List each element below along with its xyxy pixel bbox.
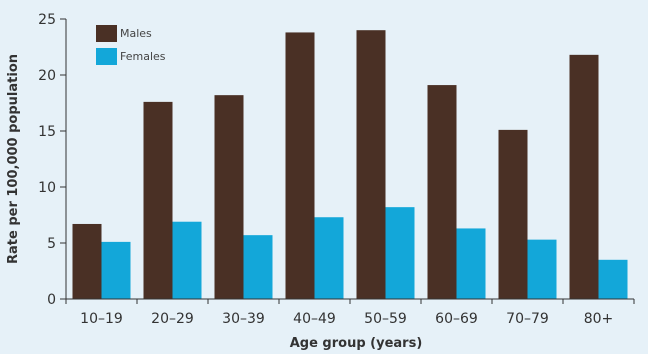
bar-males-6 [427, 85, 457, 299]
bar-males-4 [285, 32, 315, 299]
bar-males-2 [143, 101, 173, 299]
x-tick-label: 10–19 [80, 311, 123, 327]
bar-females-8 [598, 259, 628, 299]
x-ticks-group: 10–19 20–29 30–39 40–49 50–59 60–69 70–79 80+ [65, 299, 635, 327]
legend-swatch-males [96, 25, 117, 42]
legend-label-males: Males [120, 27, 152, 40]
bar-females-7 [527, 239, 557, 299]
y-tick-label: 15 [38, 124, 56, 140]
bar-males-5 [356, 30, 386, 299]
x-tick-label: 50–59 [364, 311, 407, 327]
x-tick-label: 20–29 [151, 311, 194, 327]
y-axis-title: Rate per 100,000 population [6, 54, 21, 264]
y-tick-label: 25 [38, 12, 56, 28]
y-tick-label: 5 [47, 236, 56, 252]
bars-group [72, 30, 628, 300]
x-tick-label: 70–79 [506, 311, 549, 327]
legend-swatch-females [96, 48, 117, 65]
x-tick-label: 80+ [584, 311, 614, 327]
x-tick-label: 60–69 [435, 311, 478, 327]
y-ticks-group: 0 5 10 15 20 25 [38, 12, 66, 308]
x-tick-label: 40–49 [293, 311, 336, 327]
x-tick-label: 30–39 [222, 311, 265, 327]
bar-females-2 [172, 221, 202, 299]
bar-males-1 [72, 223, 102, 299]
bar-females-3 [243, 235, 273, 299]
bar-males-8 [569, 54, 599, 300]
bar-males-3 [214, 95, 244, 299]
bar-females-6 [456, 228, 486, 299]
y-tick-label: 20 [38, 68, 56, 84]
y-tick-label: 0 [47, 292, 56, 308]
bar-males-7 [498, 129, 528, 299]
y-tick-label: 10 [38, 180, 56, 196]
bar-females-1 [101, 241, 131, 299]
bar-females-4 [314, 217, 344, 299]
bar-females-5 [385, 207, 415, 299]
legend: Males Females [96, 25, 166, 65]
legend-label-females: Females [120, 50, 166, 63]
x-axis-title: Age group (years) [290, 336, 423, 351]
